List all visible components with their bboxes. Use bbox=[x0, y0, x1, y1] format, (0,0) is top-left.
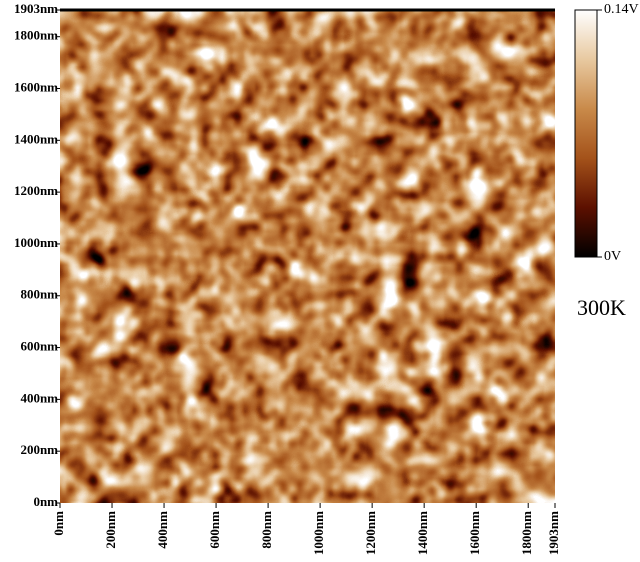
colorbar-tick-label: 0V bbox=[604, 249, 621, 264]
y-tick-label: 600nm bbox=[20, 339, 58, 354]
y-tick-label: 0nm bbox=[33, 494, 58, 509]
y-tick-label: 400nm bbox=[20, 390, 58, 405]
y-tick-label: 1800nm bbox=[14, 28, 58, 43]
x-tick-label: 1600nm bbox=[467, 511, 482, 555]
x-tick-label: 800nm bbox=[259, 511, 274, 549]
x-tick-label: 1400nm bbox=[415, 511, 430, 555]
y-tick-label: 1903nm bbox=[14, 1, 58, 16]
x-tick-label: 1903nm bbox=[546, 511, 561, 555]
x-tick-label: 0nm bbox=[51, 511, 66, 536]
y-tick-label: 1200nm bbox=[14, 183, 58, 198]
afm-image bbox=[60, 10, 555, 503]
x-tick-label: 1000nm bbox=[311, 511, 326, 555]
colorbar-tick-label: 0.14V bbox=[604, 2, 639, 17]
temperature-label: 300K bbox=[577, 295, 626, 320]
colorbar bbox=[574, 9, 598, 258]
y-tick-label: 200nm bbox=[20, 442, 58, 457]
y-tick-label: 1400nm bbox=[14, 131, 58, 146]
x-tick-label: 200nm bbox=[103, 511, 118, 549]
y-tick-label: 800nm bbox=[20, 287, 58, 302]
x-tick-label: 1800nm bbox=[519, 511, 534, 555]
x-tick-label: 600nm bbox=[207, 511, 222, 549]
y-tick-label: 1600nm bbox=[14, 79, 58, 94]
y-tick-label: 1000nm bbox=[14, 235, 58, 250]
x-tick-label: 400nm bbox=[155, 511, 170, 549]
x-tick-label: 1200nm bbox=[363, 511, 378, 555]
